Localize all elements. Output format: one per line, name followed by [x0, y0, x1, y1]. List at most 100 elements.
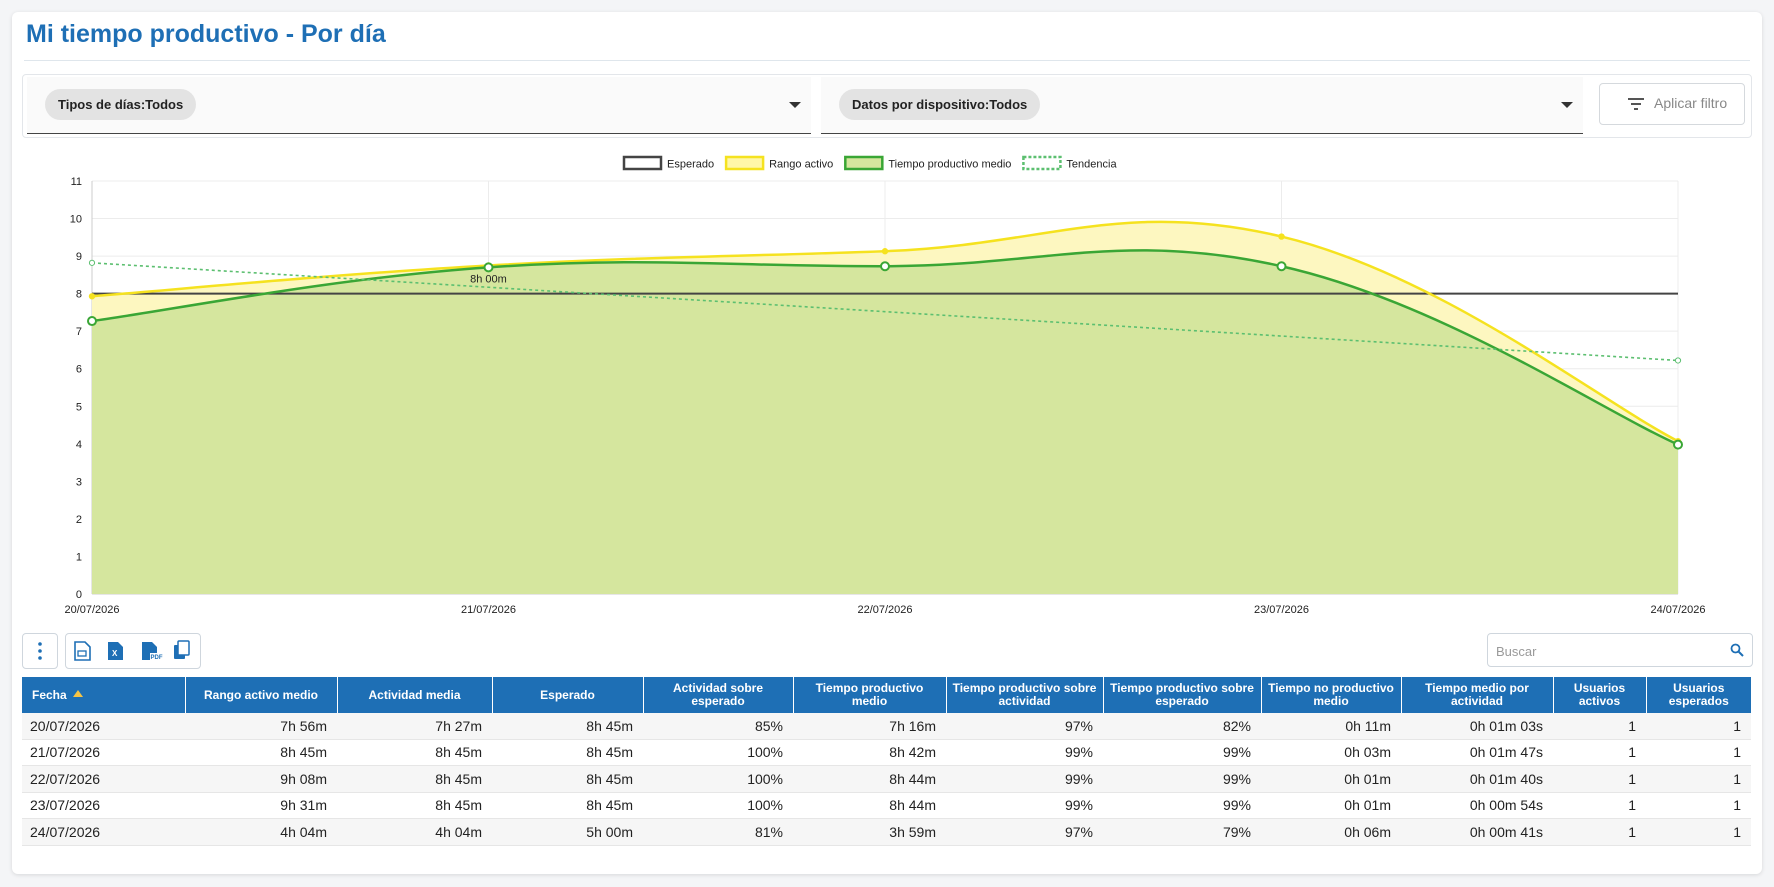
table-cell: 97%: [946, 713, 1103, 740]
page-title: Mi tiempo productivo - Por día: [26, 20, 386, 48]
device-select[interactable]: Datos por dispositivo:Todos: [821, 77, 1583, 134]
table-cell: 99%: [946, 739, 1103, 766]
column-header-label: Actividad media: [368, 687, 461, 702]
table-cell: 8h 42m: [793, 739, 946, 766]
table-cell: 99%: [1103, 792, 1261, 819]
table-cell: 5h 00m: [492, 818, 643, 846]
column-header-label: Tiempo productivo medio: [815, 681, 924, 708]
active-range-line: [91, 220, 1679, 443]
table-cell: 24/07/2026: [22, 818, 185, 846]
chevron-down-icon[interactable]: [1561, 102, 1573, 108]
table-cell: 1: [1646, 713, 1751, 740]
table-cell: 1: [1553, 739, 1646, 766]
table-cell: 0h 01m 40s: [1401, 765, 1553, 793]
table-cell: 99%: [946, 792, 1103, 819]
y-tick-label: 5: [76, 401, 82, 413]
column-header[interactable]: Actividad media: [337, 677, 493, 713]
table-cell: 0h 00m 54s: [1401, 792, 1553, 819]
search-icon[interactable]: [1730, 643, 1744, 657]
csv-export-icon[interactable]: [74, 641, 91, 661]
table-cell: 21/07/2026: [22, 739, 185, 766]
column-header[interactable]: Usuarios activos: [1553, 677, 1647, 713]
column-header-label: Actividad sobre esperado: [672, 681, 764, 708]
copy-icon[interactable]: [174, 640, 190, 659]
search-field[interactable]: [1487, 633, 1753, 667]
column-header[interactable]: Actividad sobre esperado: [643, 677, 794, 713]
device-chip[interactable]: Datos por dispositivo:Todos: [839, 89, 1041, 120]
y-tick-label: 8: [76, 289, 82, 301]
column-header[interactable]: Tiempo productivo sobre actividad: [946, 677, 1104, 713]
legend-item[interactable]: Tiempo productivo medio: [844, 155, 1011, 171]
table-cell: 0h 06m: [1261, 818, 1401, 846]
active-range-point: [881, 248, 889, 255]
column-header[interactable]: Tiempo productivo sobre esperado: [1103, 677, 1262, 713]
column-header[interactable]: Fecha: [22, 677, 186, 713]
table-cell: 8h 44m: [793, 792, 946, 819]
table-body: 20/07/2026 7h 56m 7h 27m 8h 45m 85% 7h 16m 97%…: [22, 713, 1751, 846]
table-cell: 0h 01m: [1261, 792, 1401, 819]
table-cell: 1: [1646, 818, 1751, 846]
search-input[interactable]: [1494, 640, 1718, 662]
chevron-down-icon[interactable]: [789, 102, 801, 108]
table-cell: 7h 16m: [793, 713, 946, 740]
excel-export-icon[interactable]: X: [108, 642, 123, 660]
column-header-label: Tiempo no productivo medio: [1268, 681, 1394, 708]
table-cell: 1: [1646, 765, 1751, 793]
more-options-button[interactable]: [22, 633, 58, 669]
column-header[interactable]: Tiempo medio por actividad: [1401, 677, 1554, 713]
y-tick-label: 4: [76, 439, 82, 451]
export-button-group: X PDF: [65, 633, 201, 669]
table-cell: 8h 45m: [337, 739, 492, 766]
table-cell: 22/07/2026: [22, 765, 185, 793]
table-cell: 99%: [1103, 765, 1261, 793]
productive-point: [880, 261, 890, 272]
column-header-label: Usuarios esperados: [1668, 681, 1729, 708]
legend-item[interactable]: Esperado: [622, 155, 714, 171]
y-tick-label: 2: [76, 514, 82, 526]
pdf-export-icon[interactable]: PDF: [142, 642, 163, 661]
legend-swatch: [724, 155, 765, 171]
data-table: Fecha Rango activo medio Actividad media Es…: [22, 677, 1751, 846]
productive-point: [1276, 261, 1287, 272]
table-cell: 8h 45m: [185, 739, 337, 766]
table-row[interactable]: 23/07/2026 9h 31m 8h 45m 8h 45m 100% 8h 44m 99…: [22, 792, 1751, 819]
column-header-label: Fecha: [32, 687, 67, 702]
table-row[interactable]: 20/07/2026 7h 56m 7h 27m 8h 45m 85% 7h 16m 97%…: [22, 713, 1751, 740]
table-cell: 7h 56m: [185, 713, 337, 740]
legend-item[interactable]: Rango activo: [724, 155, 833, 171]
legend-item[interactable]: Tendencia: [1022, 155, 1117, 171]
table-row[interactable]: 21/07/2026 8h 45m 8h 45m 8h 45m 100% 8h 42m 99…: [22, 739, 1751, 766]
legend-swatch: [1022, 155, 1062, 171]
table-cell: 8h 45m: [492, 713, 643, 740]
column-header[interactable]: Usuarios esperados: [1646, 677, 1751, 713]
table-cell: 8h 44m: [793, 765, 946, 793]
productive-point: [87, 316, 97, 327]
table-cell: 1: [1553, 818, 1646, 846]
column-header[interactable]: Tiempo productivo medio: [793, 677, 947, 713]
table-row[interactable]: 24/07/2026 4h 04m 4h 04m 5h 00m 81% 3h 59m 97%…: [22, 818, 1751, 846]
column-header[interactable]: Tiempo no productivo medio: [1261, 677, 1402, 713]
column-header[interactable]: Rango activo medio: [185, 677, 338, 713]
trend-line: [91, 262, 1679, 362]
column-header-label: Tiempo medio por actividad: [1425, 681, 1529, 708]
day-type-chip[interactable]: Tipos de días:Todos: [45, 89, 197, 120]
x-tick-label: 23/07/2026: [1254, 604, 1309, 616]
sort-ascending-icon[interactable]: [72, 689, 83, 697]
y-tick-label: 0: [76, 589, 82, 601]
table-row[interactable]: 22/07/2026 9h 08m 8h 45m 8h 45m 100% 8h 44m 99…: [22, 765, 1751, 793]
svg-text:PDF: PDF: [151, 655, 163, 661]
active-range-point: [1278, 233, 1285, 240]
apply-filter-button[interactable]: Aplicar filtro: [1599, 83, 1745, 125]
table-cell: 1: [1553, 765, 1646, 793]
table-cell: 1: [1553, 792, 1646, 819]
table-cell: 97%: [946, 818, 1103, 846]
y-tick-label: 3: [76, 476, 82, 488]
day-type-select[interactable]: Tipos de días:Todos: [27, 77, 811, 134]
table-cell: 100%: [643, 739, 793, 766]
table-cell: 8h 45m: [492, 765, 643, 793]
svg-text:X: X: [112, 649, 118, 658]
column-header[interactable]: Esperado: [492, 677, 644, 713]
more-vert-icon: [38, 642, 42, 660]
filter-icon: [1628, 98, 1644, 110]
table-cell: 0h 01m 03s: [1401, 713, 1553, 740]
